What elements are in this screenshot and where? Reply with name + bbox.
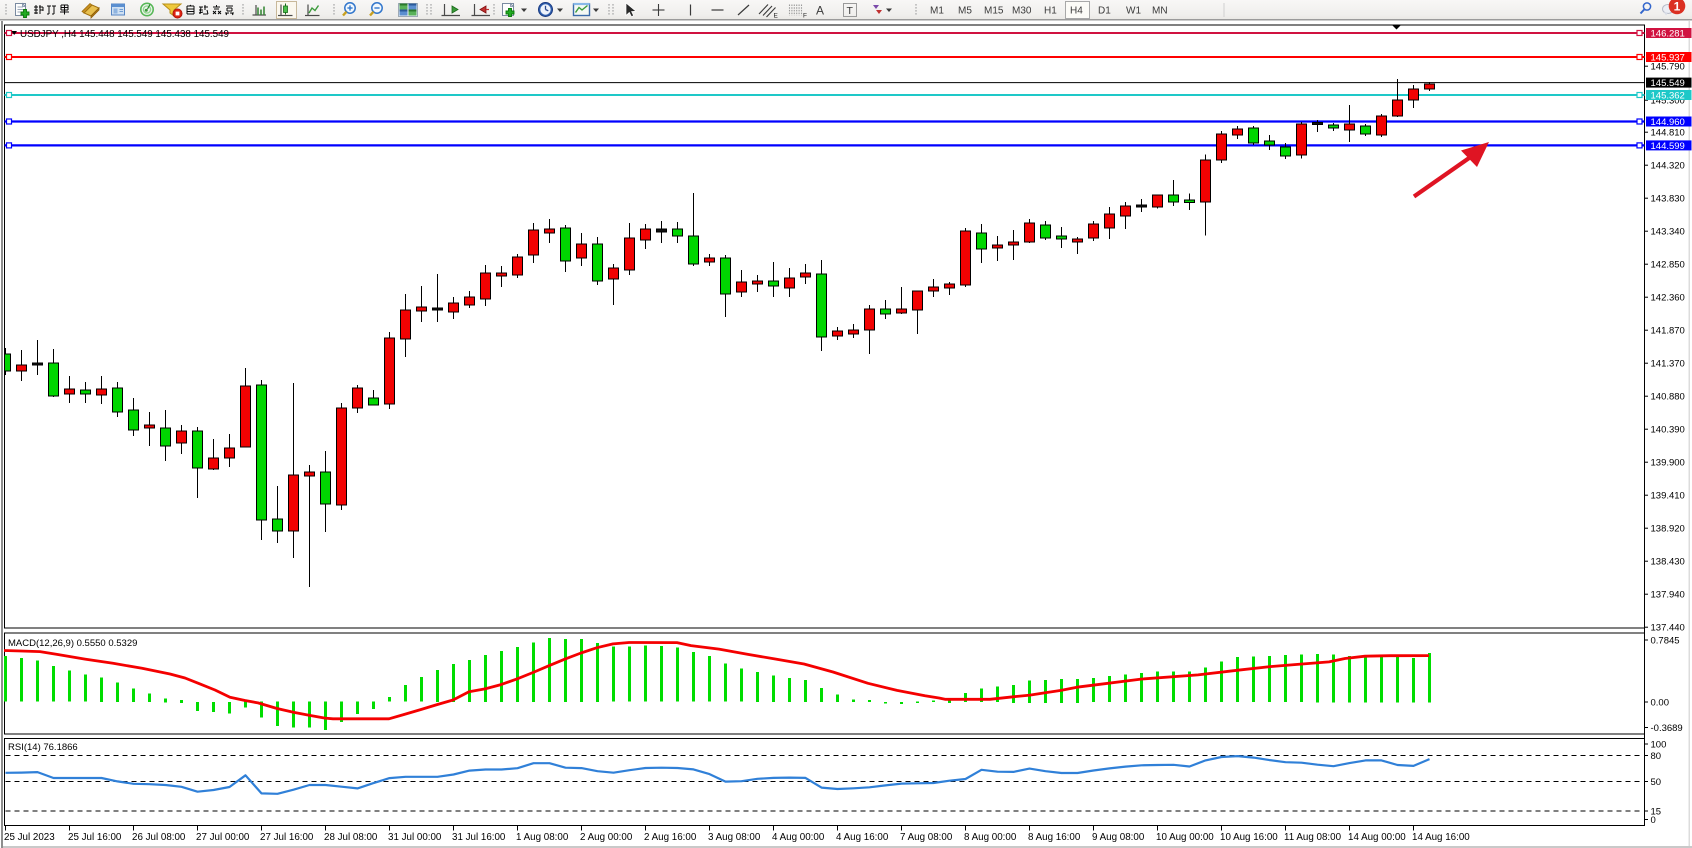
svg-text:RSI(14) 76.1866: RSI(14) 76.1866 [8, 742, 78, 753]
svg-text:145.362: 145.362 [1651, 90, 1685, 101]
svg-text:8 Aug 00:00: 8 Aug 00:00 [964, 832, 1017, 843]
svg-text:14 Aug 00:00: 14 Aug 00:00 [1348, 832, 1406, 843]
svg-text:T: T [847, 5, 854, 17]
svg-text:4 Aug 16:00: 4 Aug 16:00 [836, 832, 889, 843]
svg-text:28 Jul 08:00: 28 Jul 08:00 [324, 832, 378, 843]
svg-text:144.810: 144.810 [1651, 128, 1685, 139]
svg-text:143.340: 143.340 [1651, 227, 1685, 238]
svg-text:0: 0 [1651, 815, 1656, 826]
svg-text:W1: W1 [1126, 6, 1141, 17]
svg-text:145.549: 145.549 [1651, 78, 1685, 89]
svg-text:145.300: 145.300 [1651, 96, 1685, 107]
svg-text:25 Jul 2023: 25 Jul 2023 [4, 832, 55, 843]
svg-text:15: 15 [1651, 806, 1662, 817]
svg-text:USDJPY ,H4 145.448 145.549 14: USDJPY ,H4 145.448 145.549 145.438 145.5… [20, 29, 229, 40]
svg-text:10 Aug 16:00: 10 Aug 16:00 [1220, 832, 1278, 843]
svg-text:M5: M5 [958, 6, 972, 17]
svg-text:139.410: 139.410 [1651, 491, 1685, 502]
svg-text:143.830: 143.830 [1651, 194, 1685, 205]
svg-text:139.900: 139.900 [1651, 458, 1685, 469]
svg-text:137.940: 137.940 [1651, 590, 1685, 601]
svg-text:145.790: 145.790 [1651, 62, 1685, 73]
svg-text:142.360: 142.360 [1651, 293, 1685, 304]
svg-text:80: 80 [1651, 751, 1662, 762]
svg-text:M30: M30 [1012, 6, 1032, 17]
svg-text:7 Aug 08:00: 7 Aug 08:00 [900, 832, 953, 843]
svg-text:F: F [803, 13, 807, 20]
svg-text:M15: M15 [984, 6, 1004, 17]
svg-text:8 Aug 16:00: 8 Aug 16:00 [1028, 832, 1081, 843]
svg-text:137.440: 137.440 [1651, 623, 1685, 634]
svg-text:145.937: 145.937 [1651, 52, 1685, 63]
svg-text:0.7845: 0.7845 [1651, 635, 1680, 646]
svg-text:D1: D1 [1098, 6, 1111, 17]
svg-text:10 Aug 00:00: 10 Aug 00:00 [1156, 832, 1214, 843]
svg-text:140.880: 140.880 [1651, 392, 1685, 403]
svg-text:26 Jul 08:00: 26 Jul 08:00 [132, 832, 186, 843]
svg-text:27 Jul 16:00: 27 Jul 16:00 [260, 832, 314, 843]
svg-text:H1: H1 [1044, 6, 1057, 17]
svg-text:1 Aug 08:00: 1 Aug 08:00 [516, 832, 569, 843]
svg-text:141.370: 141.370 [1651, 359, 1685, 370]
svg-text:11 Aug 08:00: 11 Aug 08:00 [1284, 832, 1342, 843]
svg-text:MACD(12,26,9) 0.5550 0.5329: MACD(12,26,9) 0.5550 0.5329 [8, 638, 137, 649]
svg-text:27 Jul 00:00: 27 Jul 00:00 [196, 832, 250, 843]
svg-text:140.390: 140.390 [1651, 425, 1685, 436]
svg-text:144.320: 144.320 [1651, 161, 1685, 172]
svg-text:3 Aug 08:00: 3 Aug 08:00 [708, 832, 761, 843]
svg-text:138.430: 138.430 [1651, 557, 1685, 568]
svg-text:146.281: 146.281 [1651, 28, 1685, 39]
svg-text:1: 1 [1674, 0, 1681, 14]
svg-text:50: 50 [1651, 777, 1662, 788]
svg-text:100: 100 [1651, 739, 1667, 750]
svg-text:2 Aug 16:00: 2 Aug 16:00 [644, 832, 697, 843]
svg-text:A: A [816, 4, 824, 18]
svg-text:M1: M1 [930, 6, 944, 17]
svg-text:141.870: 141.870 [1651, 326, 1685, 337]
svg-text:H4: H4 [1070, 6, 1083, 17]
svg-text:31 Jul 00:00: 31 Jul 00:00 [388, 832, 442, 843]
svg-text:14 Aug 16:00: 14 Aug 16:00 [1412, 832, 1470, 843]
svg-text:142.850: 142.850 [1651, 260, 1685, 271]
svg-text:144.960: 144.960 [1651, 117, 1685, 128]
svg-text:-0.3689: -0.3689 [1651, 723, 1683, 734]
svg-text:0.00: 0.00 [1651, 697, 1670, 708]
svg-text:138.920: 138.920 [1651, 524, 1685, 535]
svg-text:4 Aug 00:00: 4 Aug 00:00 [772, 832, 825, 843]
svg-text:9 Aug 08:00: 9 Aug 08:00 [1092, 832, 1145, 843]
svg-text:144.599: 144.599 [1651, 141, 1685, 152]
svg-text:MN: MN [1152, 6, 1168, 17]
svg-text:31 Jul 16:00: 31 Jul 16:00 [452, 832, 506, 843]
svg-text:2 Aug 00:00: 2 Aug 00:00 [580, 832, 633, 843]
svg-text:25 Jul 16:00: 25 Jul 16:00 [68, 832, 122, 843]
svg-text:E: E [774, 13, 779, 20]
